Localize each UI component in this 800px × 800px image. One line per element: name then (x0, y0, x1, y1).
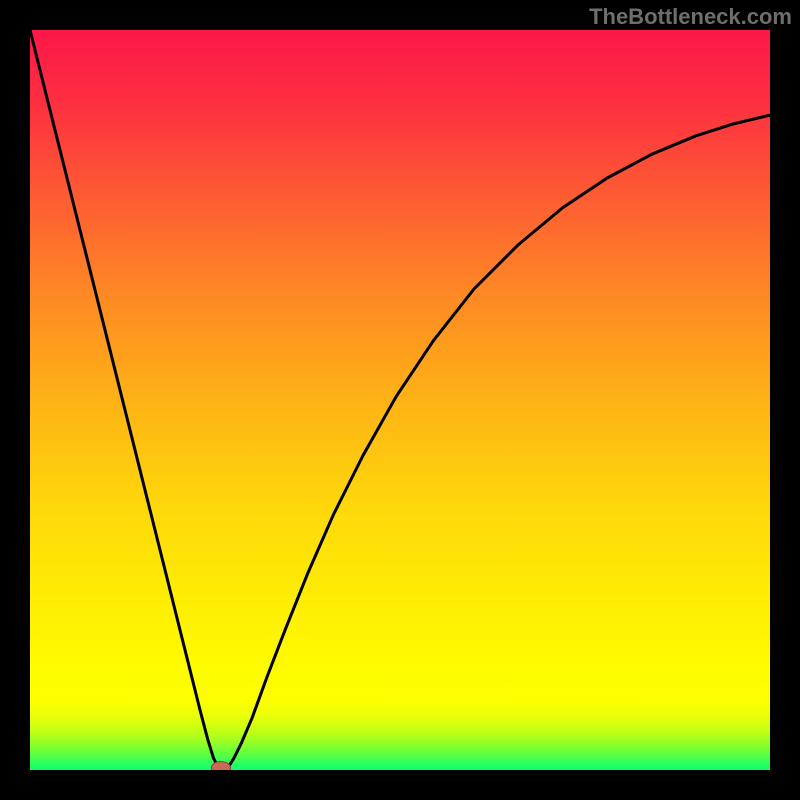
watermark-text: TheBottleneck.com (589, 4, 792, 30)
optimum-marker (211, 761, 230, 770)
curve-overlay (30, 30, 770, 770)
plot-area (30, 30, 770, 770)
chart-container: TheBottleneck.com (0, 0, 800, 800)
bottleneck-curve (30, 30, 770, 770)
